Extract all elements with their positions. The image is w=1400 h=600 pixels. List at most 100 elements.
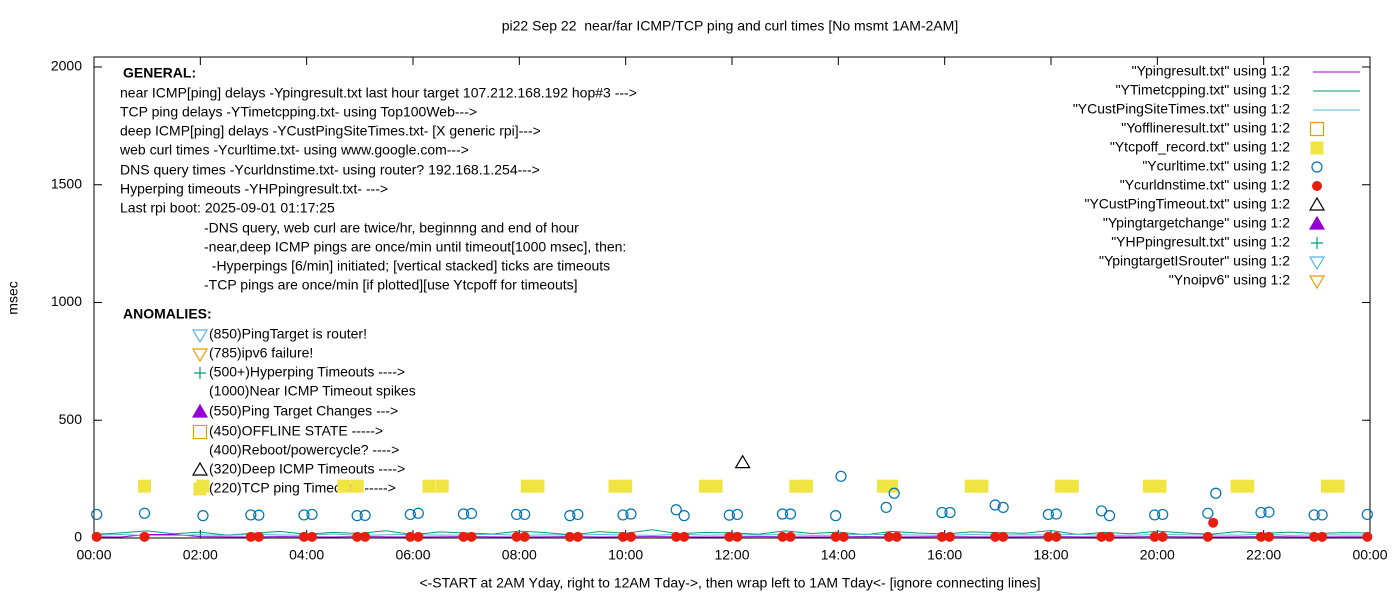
data-point <box>734 454 751 469</box>
data-point <box>625 508 637 520</box>
x-tick-label: 10:00 <box>608 547 643 563</box>
legend-swatch <box>1308 256 1326 271</box>
y-tick-label: 1500 <box>51 175 82 191</box>
data-point <box>350 479 364 493</box>
data-point <box>520 479 534 493</box>
annotation: (550)Ping Target Changes ---> <box>209 403 398 419</box>
data-point <box>138 479 152 493</box>
data-point <box>888 487 900 499</box>
data-point <box>465 507 478 520</box>
data-point <box>1043 531 1054 542</box>
data-point <box>608 479 622 493</box>
legend-swatch <box>1309 121 1325 137</box>
data-point <box>1241 479 1255 493</box>
data-point <box>435 479 449 493</box>
data-point <box>412 507 424 519</box>
y-tick-label: 2000 <box>51 58 82 74</box>
legend-label: "Ycurldnstime.txt" using 1:2 <box>1120 177 1290 193</box>
data-point <box>998 531 1009 542</box>
y-axis-label: msec <box>5 281 21 314</box>
legend-label: "YCustPingTimeout.txt" using 1:2 <box>1084 196 1290 212</box>
annotation-icon <box>191 329 209 344</box>
x-tick-label: 22:00 <box>1246 547 1281 563</box>
data-point <box>196 479 210 493</box>
data-point <box>885 479 898 493</box>
y-tick-label: 1000 <box>51 293 82 309</box>
data-point <box>564 510 576 522</box>
annotation: (785)ipv6 failure! <box>209 345 313 361</box>
data-point <box>944 531 955 542</box>
data-point <box>1255 506 1267 519</box>
data-point <box>572 508 584 521</box>
chart-title: pi22 Sep 22 near/far ICMP/TCP ping and c… <box>502 18 958 34</box>
y-tick-label: 0 <box>74 529 82 545</box>
data-point <box>1256 531 1267 542</box>
data-point <box>352 531 363 542</box>
annotation: Hyperping timeouts -YHPpingresult.txt- -… <box>120 181 388 197</box>
data-point <box>709 479 723 493</box>
data-point <box>891 531 902 542</box>
data-point <box>511 508 523 521</box>
x-tick-label: 00:00 <box>1352 547 1387 563</box>
x-tick-label: 20:00 <box>1140 547 1175 563</box>
legend-label: "YTimetcpping.txt" using 1:2 <box>1116 82 1291 98</box>
data-point <box>1263 506 1275 518</box>
x-tick-label: 06:00 <box>395 547 430 563</box>
annotation: -near,deep ICMP pings are once/min until… <box>204 239 626 255</box>
data-point <box>990 531 1001 542</box>
legend-swatch <box>1308 196 1326 211</box>
annotation: -DNS query, web curl are twice/hr, begin… <box>204 220 579 236</box>
data-point <box>1149 531 1160 542</box>
data-point <box>138 507 151 519</box>
data-point <box>799 479 813 493</box>
data-point <box>618 531 629 542</box>
data-point <box>458 531 469 542</box>
data-point <box>531 479 545 493</box>
data-point <box>91 531 102 542</box>
legend-label: "YHPpingresult.txt" using 1:2 <box>1111 234 1290 250</box>
data-point <box>1055 479 1069 493</box>
annotation: (450)OFFLINE STATE -----> <box>209 423 383 439</box>
data-point <box>1202 531 1213 542</box>
data-point <box>298 509 310 521</box>
annotation: ANOMALIES: <box>123 306 212 322</box>
data-point <box>1316 509 1328 521</box>
annotation: Last rpi boot: 2025-09-01 01:17:25 <box>120 200 335 216</box>
data-point <box>883 531 894 542</box>
legend-label: "Ycurltime.txt" using 1:2 <box>1142 158 1290 174</box>
data-point <box>989 499 1001 511</box>
data-point <box>1065 479 1079 493</box>
data-point <box>835 470 847 482</box>
data-point <box>564 531 575 542</box>
data-point <box>422 479 436 493</box>
legend-label: "YCustPingSiteTimes.txt" using 1:2 <box>1073 101 1290 117</box>
data-point <box>964 479 978 493</box>
data-point <box>360 531 371 542</box>
legend-swatch <box>1308 215 1326 230</box>
data-point <box>617 509 629 521</box>
data-point <box>937 531 948 542</box>
x-tick-label: 08:00 <box>502 547 537 563</box>
data-point <box>1142 479 1156 493</box>
x-tick-label: 18:00 <box>1033 547 1068 563</box>
annotation: deep ICMP[ping] delays -YCustPingSiteTim… <box>120 123 541 139</box>
data-point <box>197 510 209 522</box>
data-point <box>678 510 690 522</box>
legend-label: "Ypingresult.txt" using 1:2 <box>1132 63 1291 79</box>
data-point <box>838 531 849 542</box>
annotation: near ICMP[ping] delays -Ypingresult.txt … <box>120 85 637 101</box>
legend-label: "Ypingtargetchange" using 1:2 <box>1103 215 1290 231</box>
data-point <box>1308 509 1320 521</box>
data-point <box>457 508 470 520</box>
data-point <box>1149 509 1161 521</box>
x-tick-label: 16:00 <box>927 547 962 563</box>
data-point <box>997 501 1009 513</box>
data-point <box>299 531 310 542</box>
data-point <box>1042 508 1054 521</box>
annotation: -Hyperpings [6/min] initiated; [vertical… <box>204 258 610 274</box>
data-point <box>936 506 948 519</box>
x-tick-label: 14:00 <box>821 547 856 563</box>
data-point <box>698 479 712 493</box>
